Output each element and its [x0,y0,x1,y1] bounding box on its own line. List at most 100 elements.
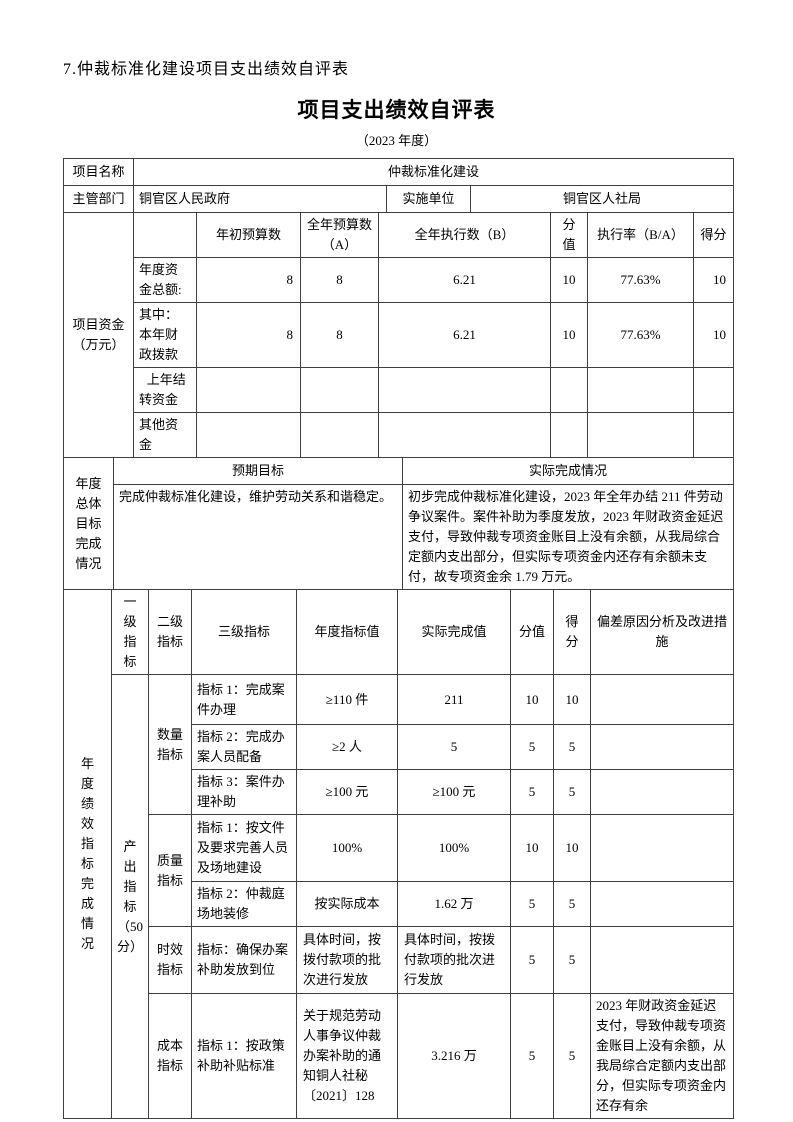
level1-output-label: 产 出 指 标 （50 分） [111,674,149,1119]
target-value: 关于规范劳动人事争议仲裁办案补助的通知铜人社秘〔2021〕128 [296,993,398,1119]
goal-expected-text: 完成仲裁标准化建设，维护劳动关系和谐稳定。 [113,484,403,590]
level3-indicator: 指标 1：完成案件办理 [191,674,297,725]
funds-rate-value: 77.63% [587,257,694,303]
funds-weight-value: 10 [550,302,588,368]
funds-row-label: 上年结 转资金 [133,367,197,413]
actual-value: ≥100 元 [397,769,511,815]
funds-annual-header: 全年预算数 （A） [300,212,379,258]
actual-value: 具体时间，按拨付款项的批次进行发放 [397,926,511,994]
level3-indicator: 指标 3：案件办理补助 [191,769,297,815]
deviation-value [590,881,734,927]
funds-executed-value [378,367,551,413]
funds-score-value [693,367,734,413]
funds-initial-value: 8 [196,257,301,303]
goal-actual-header: 实际完成情况 [402,457,734,485]
funds-weight-value: 10 [550,257,588,303]
actual-value: 211 [397,674,511,725]
score-value: 5 [553,769,591,815]
dept-value: 铜官区人民政府 [133,185,387,213]
level3-indicator: 指标 1：按文件及要求完善人员及场地建设 [191,814,297,882]
impl-unit-label: 实施单位 [386,185,471,213]
weight-value: 5 [510,993,554,1119]
funds-weight-value [550,412,588,458]
target-header: 年度指标值 [296,589,398,675]
goal-expected-header: 预期目标 [113,457,403,485]
doc-heading: 7.仲裁标准化建设项目支出绩效自评表 [63,61,350,78]
doc-title: 项目支出绩效自评表 [297,98,496,122]
score-header: 得 分 [553,589,591,675]
level3-indicator: 指标 2：完成办案人员配备 [191,724,297,770]
funds-rate-value: 77.63% [587,302,694,368]
funds-rowlabel-header [133,212,197,258]
level3-indicator: 指标 1：按政策补助补贴标准 [191,993,297,1119]
indicators-table: 年 度 绩 效 指 标 完 成 情 况 一 级 指 标 二级 指标 三级指标 年… [63,589,734,1119]
funds-annual-value [300,412,379,458]
funds-rate-value [587,367,694,413]
weight-value: 5 [510,926,554,994]
deviation-value: 2023 年财政资金延迟支付，导致仲裁专项资金账目上没有余额，从我局综合定额内支… [590,993,734,1119]
level2-quantity-label: 数量 指标 [148,674,192,815]
weight-value: 10 [510,674,554,725]
level1-header: 一 级 指 标 [111,589,149,675]
deviation-value [590,926,734,994]
funds-row-label: 其他资 金 [133,412,197,458]
level3-indicator: 指标：确保办案补助发放到位 [191,926,297,994]
doc-subtitle: （2023 年度） [355,133,438,148]
funds-initial-value [196,412,301,458]
funds-executed-value [378,412,551,458]
funds-rate-value [587,412,694,458]
deviation-value [590,674,734,725]
impl-unit-value: 铜官区人社局 [469,185,735,213]
funds-initial-value [196,367,301,413]
actual-value: 3.216 万 [397,993,511,1119]
weight-value: 5 [510,724,554,770]
deviation-header: 偏差原因分析及改进措施 [590,589,734,675]
funds-section-label: 项目资金 （万元） [63,212,134,458]
deviation-value [590,769,734,815]
actual-value: 1.62 万 [397,881,511,927]
goal-actual-text: 初步完成仲裁标准化建设，2023 年全年办结 211 件劳动争议案件。案件补助为… [402,484,734,590]
score-value: 5 [553,881,591,927]
score-value: 10 [553,814,591,882]
deviation-value [590,814,734,882]
project-name-value: 仲裁标准化建设 [132,158,735,186]
weight-value: 5 [510,881,554,927]
funds-executed-value: 6.21 [378,257,551,303]
actual-value: 100% [397,814,511,882]
funds-annual-value: 8 [300,302,379,368]
weight-header: 分值 [510,589,554,675]
indicators-section-label: 年 度 绩 效 指 标 完 成 情 况 [63,589,112,1119]
funds-weight-header: 分 值 [550,212,588,258]
goal-section-label: 年度 总体 目标 完成 情况 [63,457,114,590]
funds-annual-value [300,367,379,413]
actual-value: 5 [397,724,511,770]
target-value: 按实际成本 [296,881,398,927]
score-value: 5 [553,926,591,994]
level2-timeliness-label: 时效 指标 [148,926,192,994]
funds-row-label: 其中： 本年财 政拨款 [133,302,197,368]
level2-quality-label: 质量 指标 [148,814,192,927]
funds-initial-value: 8 [196,302,301,368]
level3-header: 三级指标 [191,589,297,675]
dept-label: 主管部门 [63,185,134,213]
target-value: ≥2 人 [296,724,398,770]
score-value: 5 [553,993,591,1119]
project-info-table: 项目名称 仲裁标准化建设 主管部门 铜官区人民政府 实施单位 铜官区人社局 [63,158,735,213]
funds-annual-value: 8 [300,257,379,303]
funds-executed-value: 6.21 [378,302,551,368]
funds-weight-value [550,367,588,413]
target-value: ≥110 件 [296,674,398,725]
level3-indicator: 指标 2：仲裁庭场地装修 [191,881,297,927]
weight-value: 5 [510,769,554,815]
funds-table: 项目资金 （万元） 年初预算数 全年预算数 （A） 全年执行数（B） 分 值 执… [63,212,734,458]
score-value: 5 [553,724,591,770]
target-value: ≥100 元 [296,769,398,815]
funds-score-header: 得分 [693,212,734,258]
funds-score-value [693,412,734,458]
funds-score-value: 10 [693,257,734,303]
deviation-value [590,724,734,770]
actual-header: 实际完成值 [397,589,511,675]
funds-executed-header: 全年执行数（B） [378,212,551,258]
funds-initial-header: 年初预算数 [196,212,301,258]
